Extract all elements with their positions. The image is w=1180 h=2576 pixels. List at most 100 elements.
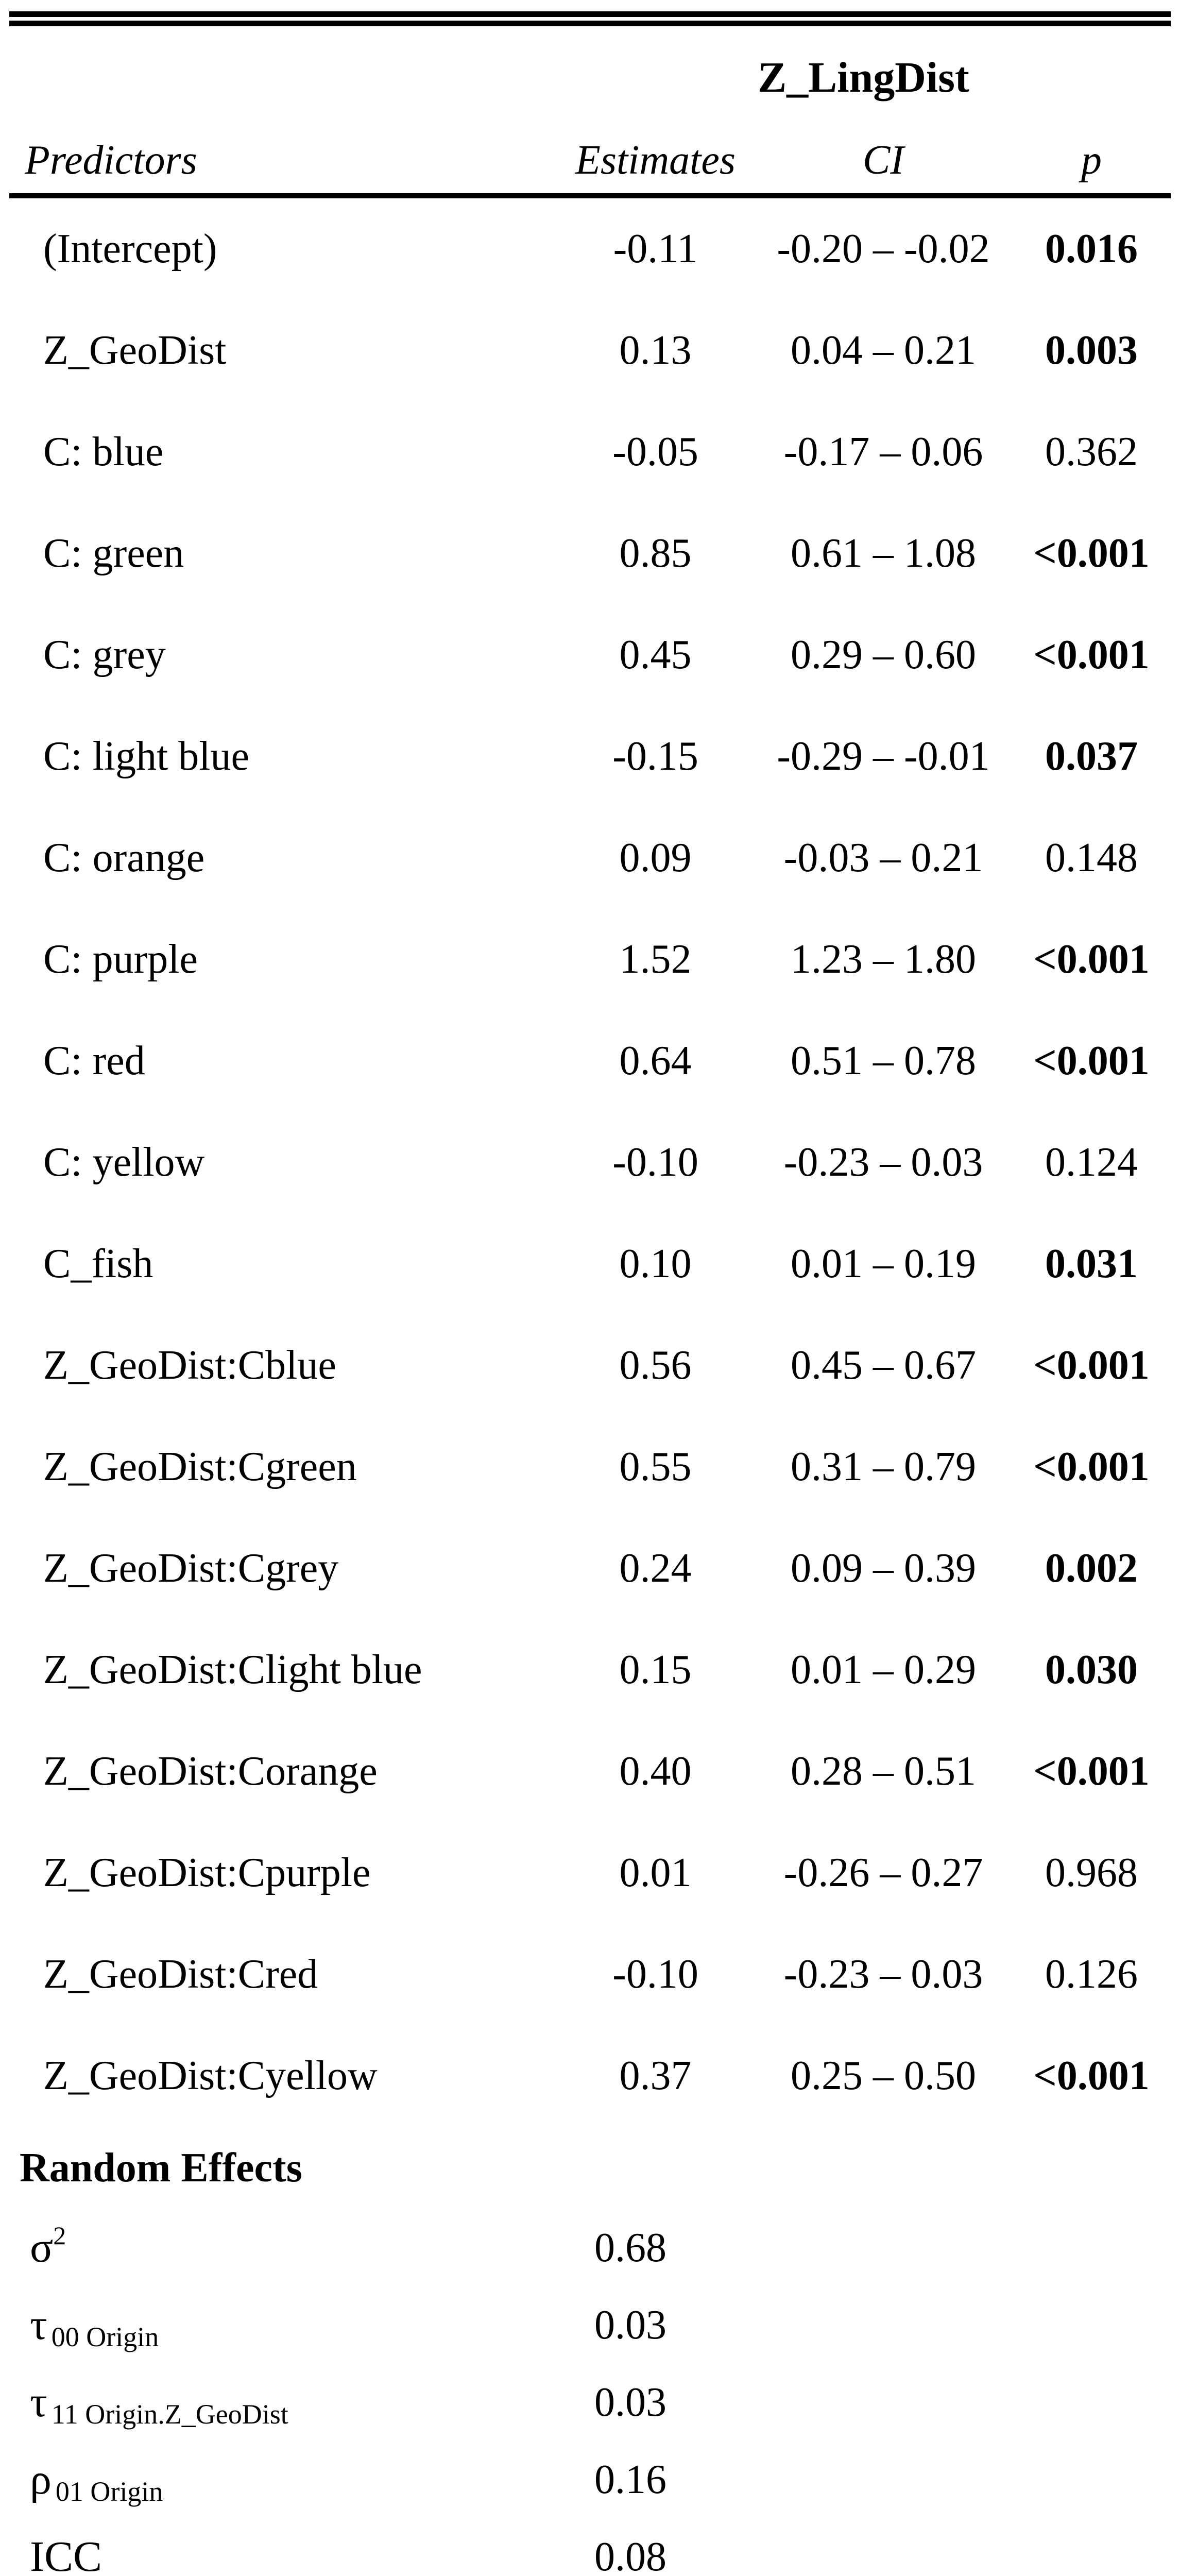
column-header-p: p	[1081, 138, 1102, 183]
random-effect-term: σ2	[9, 2221, 556, 2276]
top-rule-line-2	[9, 21, 1171, 26]
table-row: C: orange 0.09 -0.03 – 0.21 0.148	[9, 807, 1171, 909]
top-rule-line-1	[9, 11, 1171, 17]
fixed-effects-body: (Intercept) -0.11 -0.20 – -0.02 0.016 Z_…	[9, 198, 1171, 2127]
ci-cell: -0.17 – 0.06	[783, 429, 983, 474]
estimate-cell: 0.10	[619, 1241, 692, 1286]
random-effect-term: τ 00 Origin	[9, 2298, 556, 2353]
table-row: C: yellow -0.10 -0.23 – 0.03 0.124	[9, 1112, 1171, 1213]
p-value-cell: <0.001	[1033, 1343, 1150, 1388]
table-row: C: purple 1.52 1.23 – 1.80 <0.001	[9, 909, 1171, 1010]
ci-cell: 0.25 – 0.50	[791, 2053, 976, 2098]
ci-cell: 0.31 – 0.79	[791, 1444, 976, 1489]
random-effect-row: ρ 01 Origin 0.16	[9, 2441, 1171, 2518]
predictor-cell: Z_GeoDist:Cpurple	[43, 1850, 371, 1895]
predictor-cell: C: yellow	[43, 1140, 205, 1185]
estimate-cell: 0.64	[619, 1038, 692, 1083]
p-value-cell: 0.126	[1045, 1952, 1138, 1997]
p-value-cell: 0.016	[1045, 226, 1138, 272]
ci-cell: -0.20 – -0.02	[777, 226, 990, 272]
column-header-estimates: Estimates	[575, 138, 736, 183]
column-header-row: Predictors Estimates CI p	[9, 107, 1171, 193]
estimate-cell: -0.15	[612, 734, 698, 779]
estimate-cell: 0.56	[619, 1343, 692, 1388]
p-value-cell: 0.037	[1045, 734, 1138, 779]
ci-cell: -0.23 – 0.03	[783, 1140, 983, 1185]
model-title: Z_LingDist	[758, 54, 969, 101]
predictor-cell: Z_GeoDist:Cblue	[43, 1343, 336, 1388]
ci-cell: 0.01 – 0.19	[791, 1241, 976, 1286]
estimate-cell: -0.10	[612, 1140, 698, 1185]
random-effect-subscript: 01 Origin	[55, 2476, 163, 2507]
ci-cell: 0.51 – 0.78	[791, 1038, 976, 1083]
predictor-cell: C: blue	[43, 429, 164, 474]
random-effect-symbol: τ	[30, 2378, 47, 2426]
estimate-cell: 0.01	[619, 1850, 692, 1895]
predictor-cell: Z_GeoDist:Cgrey	[43, 1546, 339, 1591]
random-effect-term: τ 11 Origin.Z_GeoDist	[9, 2375, 556, 2430]
regression-table: Z_LingDist Predictors Estimates CI p (In…	[0, 11, 1180, 2576]
random-effect-value: 0.68	[594, 2225, 666, 2270]
random-effect-row: σ2 0.68	[9, 2209, 1171, 2286]
ci-cell: 0.09 – 0.39	[791, 1546, 976, 1591]
column-header-ci: CI	[863, 138, 904, 183]
ci-cell: 0.61 – 1.08	[791, 531, 976, 576]
p-value-cell: 0.148	[1045, 835, 1138, 880]
header-rule	[9, 193, 1171, 198]
predictor-cell: C: purple	[43, 937, 198, 982]
predictor-cell: Z_GeoDist	[43, 328, 227, 373]
random-effect-row: ICC 0.08	[9, 2518, 1171, 2576]
estimate-cell: 0.37	[619, 2053, 692, 2098]
table-row: Z_GeoDist:Clight blue 0.15 0.01 – 0.29 0…	[9, 1619, 1171, 1721]
predictor-cell: Z_GeoDist:Cred	[43, 1952, 318, 1997]
table-row: C: grey 0.45 0.29 – 0.60 <0.001	[9, 604, 1171, 706]
random-effect-value: 0.03	[594, 2302, 666, 2348]
predictor-cell: Z_GeoDist:Corange	[43, 1749, 378, 1794]
table-row: C: light blue -0.15 -0.29 – -0.01 0.037	[9, 706, 1171, 807]
random-effect-value: 0.03	[594, 2379, 666, 2425]
p-value-cell: 0.362	[1045, 429, 1138, 474]
estimate-cell: 0.15	[619, 1647, 692, 1692]
random-effect-subscript: 00 Origin	[51, 2321, 159, 2352]
random-effect-term: ρ 01 Origin	[9, 2452, 556, 2507]
model-title-row: Z_LingDist	[9, 26, 1171, 107]
predictor-cell: Z_GeoDist:Cgreen	[43, 1444, 357, 1489]
random-effect-subscript: 11 Origin.Z_GeoDist	[51, 2398, 288, 2430]
random-effect-symbol: ρ	[30, 2455, 52, 2503]
p-value-cell: 0.124	[1045, 1140, 1138, 1185]
table-row: C: red 0.64 0.51 – 0.78 <0.001	[9, 1010, 1171, 1112]
ci-cell: -0.03 – 0.21	[783, 835, 983, 880]
predictor-cell: C: green	[43, 531, 184, 576]
ci-cell: 0.29 – 0.60	[791, 632, 976, 677]
table-row: C: blue -0.05 -0.17 – 0.06 0.362	[9, 401, 1171, 503]
table-row: Z_GeoDist:Cblue 0.56 0.45 – 0.67 <0.001	[9, 1315, 1171, 1416]
random-effect-term: ICC	[9, 2530, 556, 2576]
table-row: Z_GeoDist:Cyellow 0.37 0.25 – 0.50 <0.00…	[9, 2025, 1171, 2127]
predictor-cell: C: red	[43, 1038, 145, 1083]
p-value-cell: <0.001	[1033, 937, 1150, 982]
p-value-cell: 0.030	[1045, 1647, 1138, 1692]
estimate-cell: -0.11	[613, 226, 698, 272]
predictor-cell: C: orange	[43, 835, 205, 880]
ci-cell: 0.45 – 0.67	[791, 1343, 976, 1388]
random-effect-superscript: 2	[53, 2221, 66, 2250]
p-value-cell: <0.001	[1033, 632, 1150, 677]
estimate-cell: 0.45	[619, 632, 692, 677]
p-value-cell: <0.001	[1033, 1444, 1150, 1489]
table-row: Z_GeoDist:Corange 0.40 0.28 – 0.51 <0.00…	[9, 1721, 1171, 1822]
random-effect-symbol: σ	[30, 2223, 54, 2272]
p-value-cell: <0.001	[1033, 531, 1150, 576]
table-row: Z_GeoDist:Cgreen 0.55 0.31 – 0.79 <0.001	[9, 1416, 1171, 1518]
random-effect-row: τ 11 Origin.Z_GeoDist 0.03	[9, 2364, 1171, 2441]
ci-cell: 0.04 – 0.21	[791, 328, 976, 373]
table-row: Z_GeoDist:Cgrey 0.24 0.09 – 0.39 0.002	[9, 1518, 1171, 1619]
predictor-cell: C: light blue	[43, 734, 249, 779]
estimate-cell: 0.09	[619, 835, 692, 880]
estimate-cell: -0.10	[612, 1952, 698, 1997]
ci-cell: 1.23 – 1.80	[791, 937, 976, 982]
column-header-predictors: Predictors	[25, 138, 197, 183]
table-row: C: green 0.85 0.61 – 1.08 <0.001	[9, 503, 1171, 604]
random-effect-symbol: ICC	[30, 2532, 102, 2576]
predictor-cell: Z_GeoDist:Cyellow	[43, 2053, 378, 2098]
estimate-cell: 0.40	[619, 1749, 692, 1794]
